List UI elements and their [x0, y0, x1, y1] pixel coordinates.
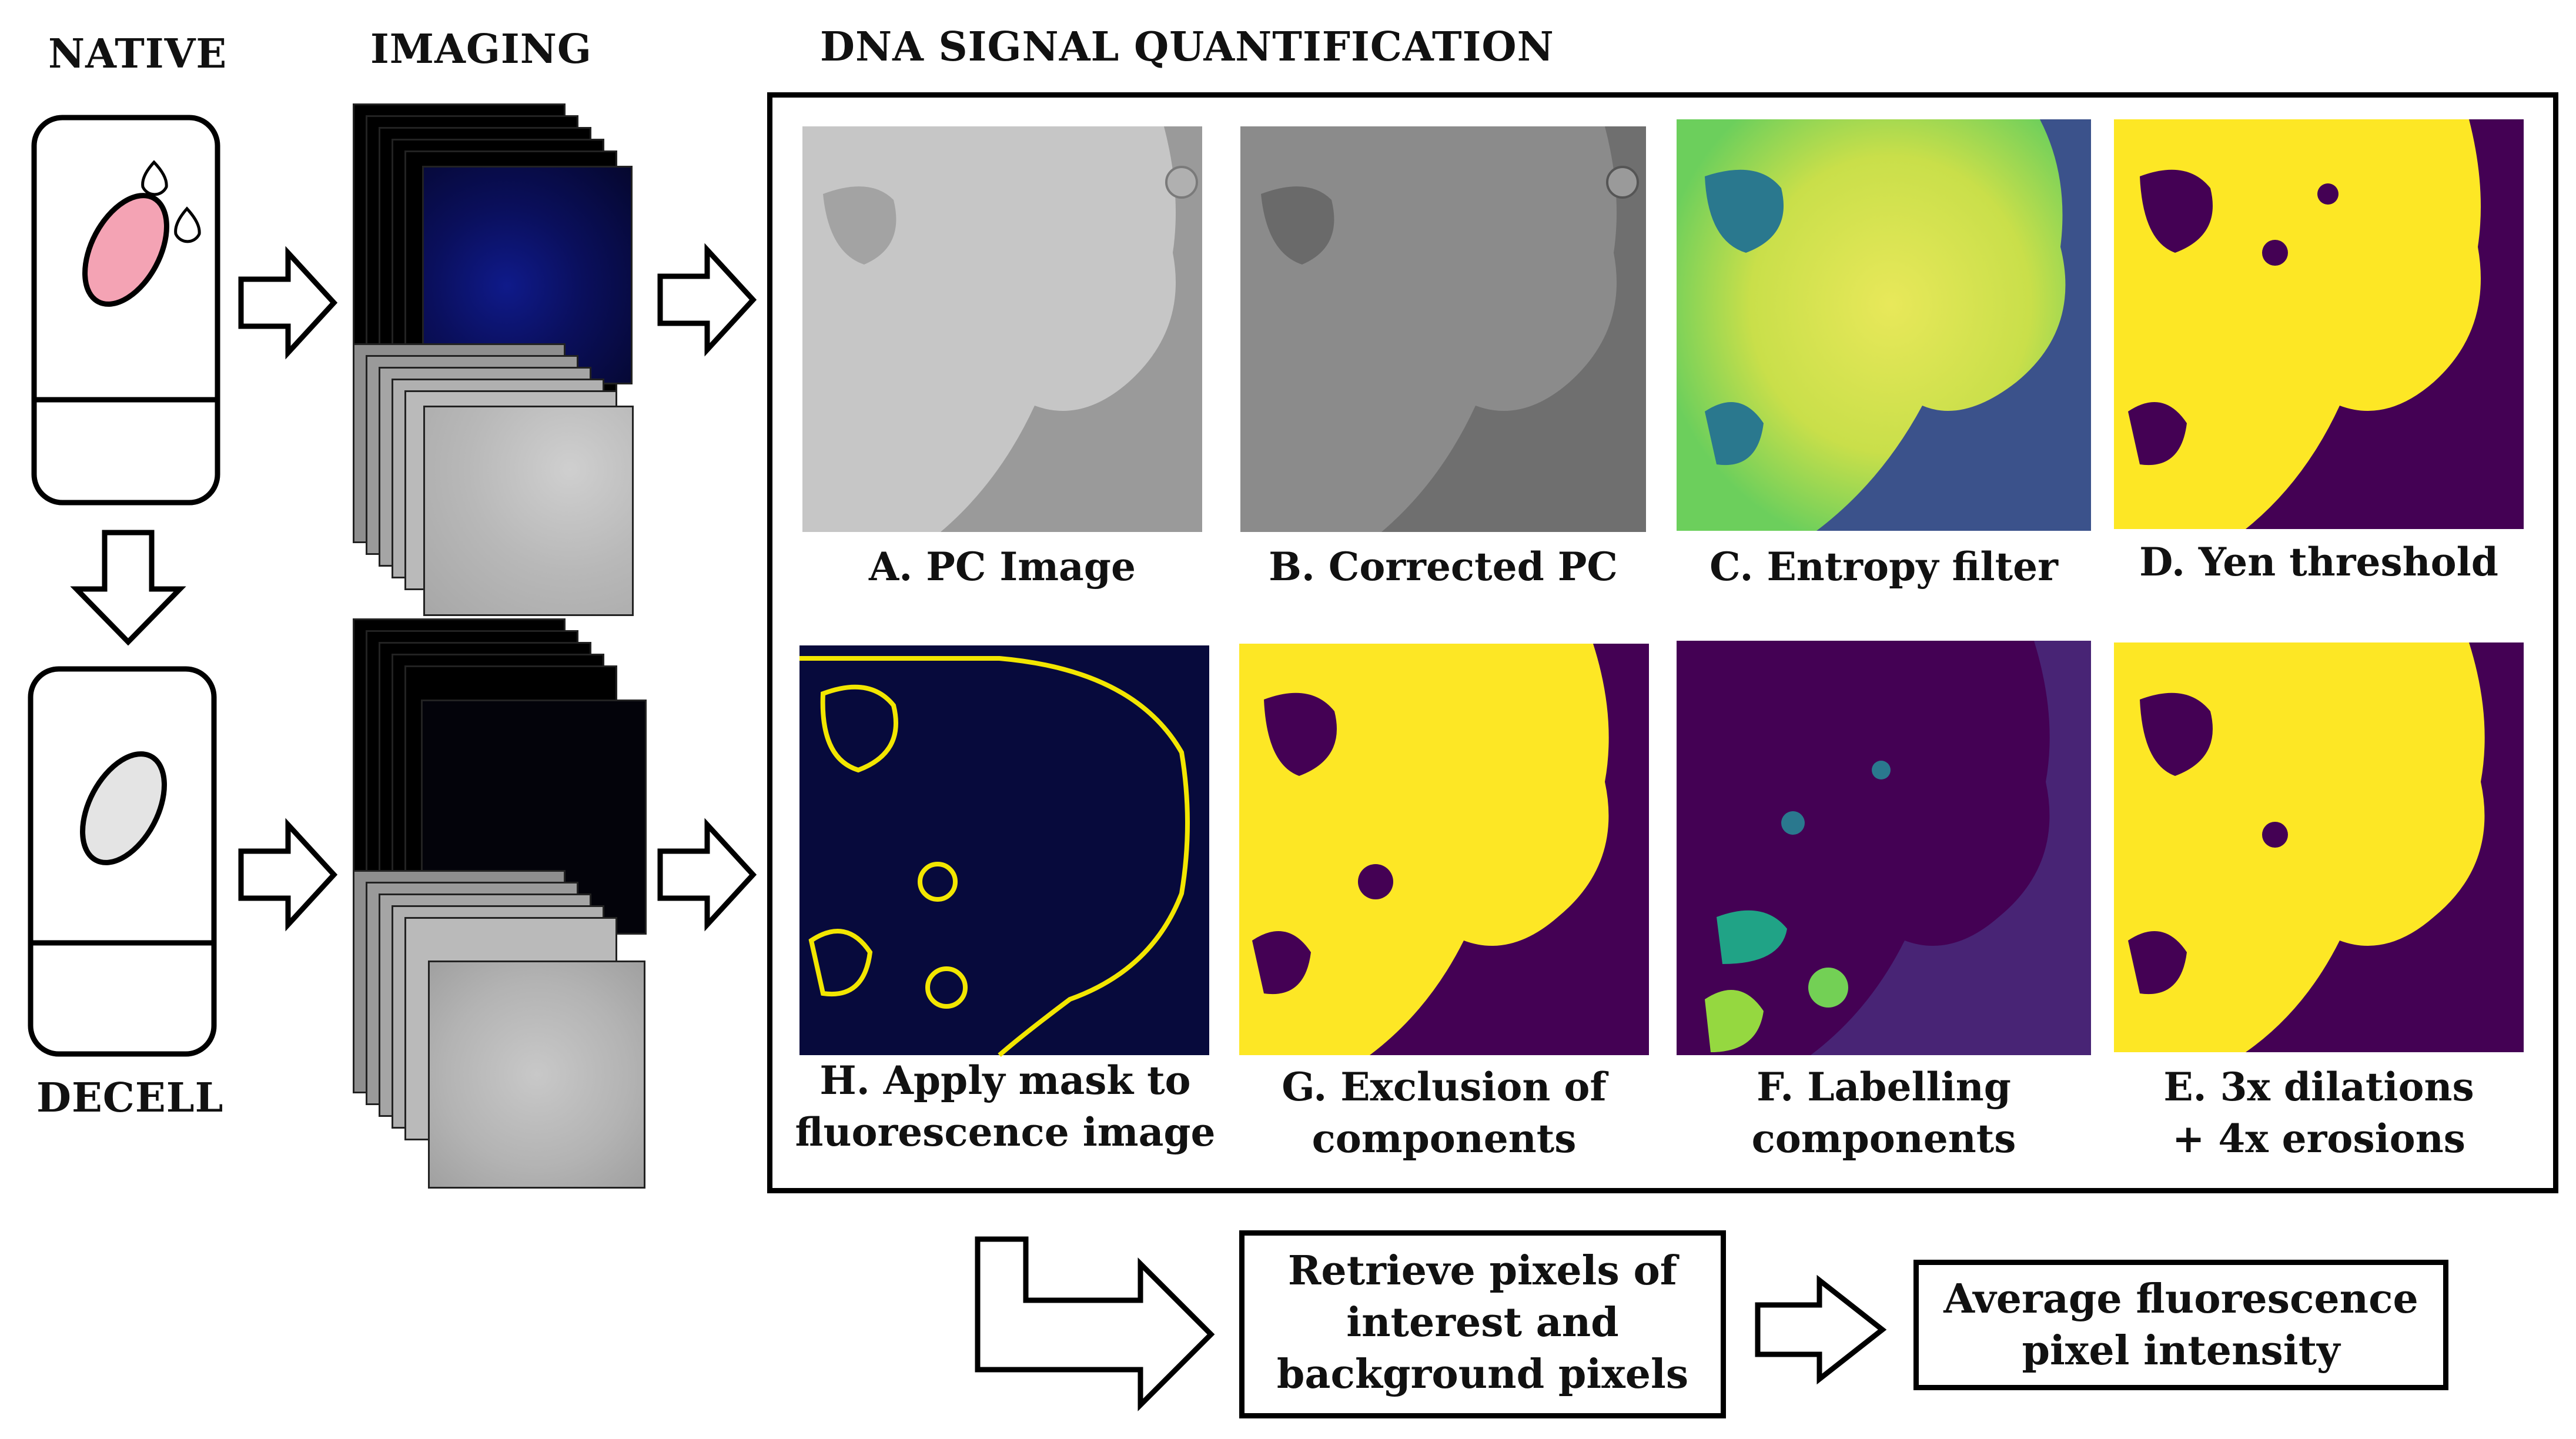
- panel-g-caption: G. Exclusion of components: [1282, 1064, 1607, 1162]
- native-header: NATIVE: [48, 31, 228, 78]
- decell-tissue: [80, 751, 167, 865]
- phase-contrast-image: [423, 406, 634, 616]
- retrieve-pixels-label: Retrieve pixels of interest and background…: [1276, 1247, 1689, 1398]
- panel-h-caption: H. Apply mask to fluorescence image: [795, 1058, 1216, 1155]
- imaging-header: IMAGING: [370, 26, 592, 73]
- panel-e-caption: E. 3x dilations + 4x erosions: [2163, 1064, 2474, 1162]
- average-intensity-box: [1913, 1260, 2448, 1390]
- panel-d-caption: D. Yen threshold: [2139, 539, 2498, 585]
- bent-arrow-icon: [975, 1236, 1215, 1411]
- average-intensity-label: Average fluorescence pixel intensity: [1943, 1276, 2418, 1374]
- decell-header: DECELL: [36, 1075, 224, 1122]
- panel-c-entropy-filter: [1677, 119, 2091, 531]
- native-tissue: [82, 193, 169, 307]
- panel-b-corrected-pc: [1240, 126, 1646, 532]
- drop-icon: [141, 160, 168, 196]
- quantification-header: DNA SIGNAL QUANTIFICATION: [820, 24, 1554, 71]
- right-arrow-icon: [1755, 1274, 1887, 1385]
- decell-slide: [28, 666, 217, 1057]
- panel-g-exclusion: [1239, 644, 1649, 1055]
- panel-a-caption: A. PC Image: [869, 544, 1136, 590]
- native-slide: [31, 115, 220, 506]
- right-arrow-icon: [657, 243, 757, 357]
- panel-f-labelling: [1677, 641, 2091, 1055]
- right-arrow-icon: [238, 246, 338, 360]
- phase-contrast-image: [428, 961, 645, 1189]
- panel-a-pc-image: [802, 126, 1202, 532]
- panel-b-caption: B. Corrected PC: [1269, 544, 1618, 590]
- down-arrow-icon: [70, 530, 186, 646]
- panel-f-caption: F. Labelling components: [1751, 1064, 2016, 1162]
- panel-e-dilations-erosions: [2114, 642, 2524, 1052]
- retrieve-pixels-box: [1239, 1230, 1726, 1418]
- panel-d-yen-threshold: [2114, 119, 2524, 529]
- drop-icon: [174, 206, 201, 243]
- panel-h-apply-mask: [799, 645, 1209, 1058]
- right-arrow-icon: [657, 818, 757, 932]
- right-arrow-icon: [238, 818, 338, 932]
- panel-c-caption: C. Entropy filter: [1709, 544, 2058, 590]
